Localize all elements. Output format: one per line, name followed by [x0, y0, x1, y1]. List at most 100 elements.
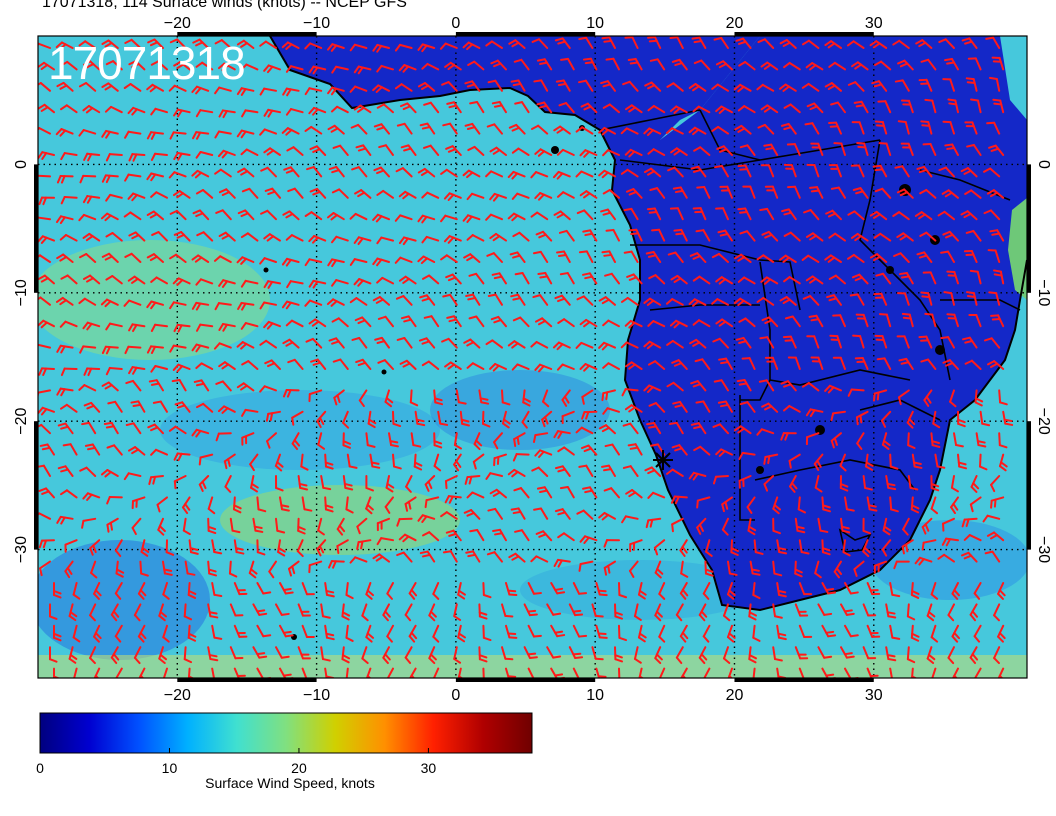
- wind-barb: [512, 453, 530, 462]
- wind-barb: [826, 294, 842, 306]
- wind-barb: [485, 170, 503, 178]
- wind-barb: [466, 234, 485, 242]
- wind-barb: [763, 475, 775, 492]
- wind-barb: [712, 423, 729, 435]
- wind-barb: [277, 539, 286, 557]
- wind-barb: [509, 251, 526, 263]
- wind-barb: [464, 475, 481, 485]
- wind-barb: [106, 496, 123, 505]
- wind-barb: [552, 341, 571, 351]
- wind-barb: [746, 496, 756, 514]
- wind-barb: [259, 257, 277, 265]
- wind-barb: [598, 511, 616, 521]
- wind-barb: [647, 36, 662, 49]
- wind-barb: [556, 191, 575, 199]
- wind-barb: [649, 58, 666, 71]
- wind-barb: [672, 400, 688, 413]
- frame-bar: [734, 678, 874, 682]
- wind-barb: [896, 292, 910, 306]
- wind-barb: [591, 646, 604, 661]
- wind-barb: [432, 624, 440, 643]
- wind-barb: [739, 230, 756, 242]
- wind-barb: [579, 535, 598, 544]
- wind-barb: [643, 384, 662, 394]
- wind-barb: [866, 496, 878, 512]
- wind-barb: [665, 127, 684, 135]
- wind-barb: [127, 192, 146, 202]
- wind-barb: [637, 624, 647, 643]
- wind-barb: [716, 145, 733, 156]
- wind-barb: [211, 539, 223, 555]
- wind-barb: [712, 337, 729, 349]
- wind-barb: [739, 144, 756, 156]
- wind-barb: [256, 624, 272, 638]
- wind-barb: [938, 166, 955, 178]
- wind-barb: [341, 603, 351, 621]
- wind-barb: [924, 98, 937, 114]
- wind-barb: [680, 667, 688, 678]
- wind-barb: [110, 603, 120, 622]
- wind-barb: [833, 560, 843, 579]
- wind-barb: [911, 667, 918, 678]
- wind-barb: [776, 539, 788, 555]
- wind-barb: [39, 560, 51, 577]
- wind-barb: [256, 667, 272, 678]
- wind-barb: [951, 582, 960, 600]
- wind-barb: [853, 560, 865, 577]
- wind-barb: [885, 475, 897, 491]
- wind-barb: [648, 402, 666, 413]
- wind-barb: [342, 410, 350, 429]
- wind-barb: [602, 149, 620, 157]
- wind-barb: [920, 358, 937, 370]
- wind-barb: [598, 126, 616, 136]
- wind-barb: [81, 421, 97, 435]
- location-marker: [653, 450, 673, 470]
- wind-barb: [576, 295, 594, 306]
- wind-barb: [409, 389, 419, 407]
- wind-barb: [236, 87, 255, 96]
- wind-barb: [367, 410, 377, 429]
- wind-barb: [624, 319, 643, 329]
- wind-barb: [331, 188, 349, 199]
- wind-barb: [813, 453, 824, 471]
- wind-barb: [297, 646, 311, 660]
- wind-barb: [336, 539, 349, 554]
- lat-tick-label-left: 0: [13, 160, 30, 169]
- wind-barb: [394, 256, 413, 264]
- wind-barb: [757, 38, 775, 49]
- wind-barb: [605, 228, 620, 242]
- wind-barb: [56, 515, 74, 525]
- wind-barb: [998, 432, 1008, 449]
- wind-barb: [304, 42, 323, 50]
- wind-barb: [558, 102, 575, 114]
- wind-barb: [394, 83, 413, 92]
- wind-barb: [355, 144, 372, 156]
- wind-barb: [600, 208, 616, 221]
- wind-barb: [844, 667, 859, 678]
- wind-barb: [150, 152, 168, 161]
- wind-barb: [490, 59, 507, 71]
- wind-barb: [511, 147, 530, 156]
- wind-barb: [105, 274, 123, 285]
- colorbar-tick-label: 10: [162, 760, 178, 776]
- wind-barb: [756, 428, 775, 436]
- wind-barb: [162, 624, 170, 643]
- wind-barb: [229, 646, 244, 660]
- wind-barb: [734, 253, 752, 263]
- wind-barb: [937, 210, 955, 221]
- wind-barb: [168, 84, 187, 92]
- wind-barb: [173, 231, 191, 242]
- wind-barb: [946, 313, 959, 328]
- wind-barb: [207, 517, 217, 535]
- wind-barb: [442, 122, 458, 135]
- wind-barb: [944, 58, 959, 71]
- wind-barb: [345, 582, 354, 600]
- wind-barb: [690, 165, 707, 178]
- wind-barb: [558, 229, 575, 242]
- wind-barb: [419, 550, 436, 563]
- wind-barb: [392, 453, 402, 470]
- wind-barb: [398, 275, 417, 285]
- wind-barb: [513, 432, 526, 447]
- wind-barb: [173, 152, 191, 161]
- wind-barb: [417, 514, 436, 523]
